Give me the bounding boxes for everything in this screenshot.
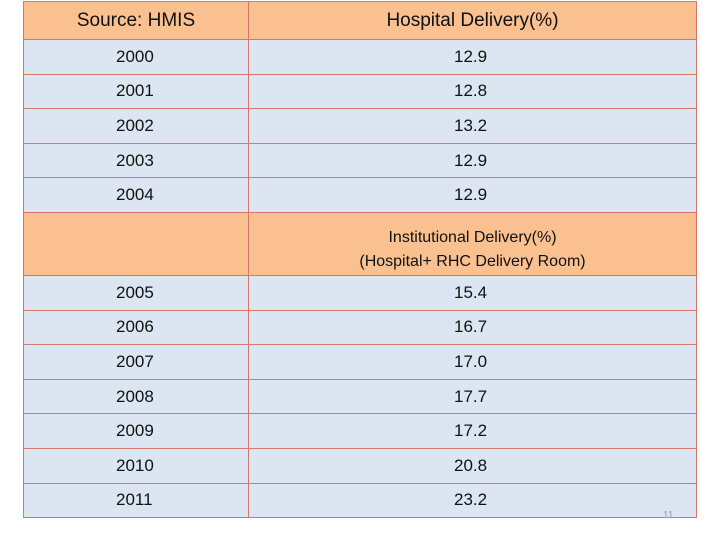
value-cell: 17.0 [248,344,697,380]
year-cell: 2002 [23,108,249,144]
table-row: 2001 12.8 [23,73,697,110]
page-number: 11 [663,510,674,521]
subheader-empty-cell [23,211,249,276]
subheader-institutional-delivery: Institutional Delivery(%) (Hospital+ RHC… [248,211,697,276]
year-cell: 2011 [23,482,249,519]
table-subheader-row: Institutional Delivery(%) (Hospital+ RHC… [23,211,697,276]
table-row: 2000 12.9 [23,39,697,75]
year-cell: 2007 [23,344,249,380]
table-row: 2006 16.7 [23,309,697,346]
year-cell: 2008 [23,378,249,415]
subheader-line-1: Institutional Delivery(%) [388,228,557,246]
year-cell: 2010 [23,447,249,484]
table-row: 2009 17.2 [23,413,697,449]
table-row: 2010 20.8 [23,447,697,484]
value-cell: 12.9 [248,142,697,179]
table-row: 2008 17.7 [23,378,697,415]
table-row: 2003 12.9 [23,142,697,179]
subheader-line-2: (Hospital+ RHC Delivery Room) [359,252,586,270]
table-header-row: Source: HMIS Hospital Delivery(%) [23,1,697,40]
header-hospital-delivery: Hospital Delivery(%) [248,1,697,40]
value-cell: 12.9 [248,39,697,75]
year-cell: 2009 [23,413,249,449]
table-row: 2005 15.4 [23,274,697,311]
year-cell: 2005 [23,274,249,311]
value-cell: 15.4 [248,274,697,311]
table-row: 2004 12.9 [23,177,697,213]
header-source: Source: HMIS [23,1,249,40]
value-cell: 23.2 [248,482,697,519]
value-cell: 17.7 [248,378,697,415]
year-cell: 2004 [23,177,249,213]
table-row: 2002 13.2 [23,108,697,144]
year-cell: 2003 [23,142,249,179]
year-cell: 2006 [23,309,249,346]
value-cell: 20.8 [248,447,697,484]
table-row: 2007 17.0 [23,344,697,380]
value-cell: 13.2 [248,108,697,144]
year-cell: 2000 [23,39,249,75]
delivery-table: Source: HMIS Hospital Delivery(%) 2000 1… [23,1,697,519]
value-cell: 12.9 [248,177,697,213]
value-cell: 17.2 [248,413,697,449]
table-row: 2011 23.2 [23,482,697,519]
year-cell: 2001 [23,73,249,110]
value-cell: 16.7 [248,309,697,346]
value-cell: 12.8 [248,73,697,110]
